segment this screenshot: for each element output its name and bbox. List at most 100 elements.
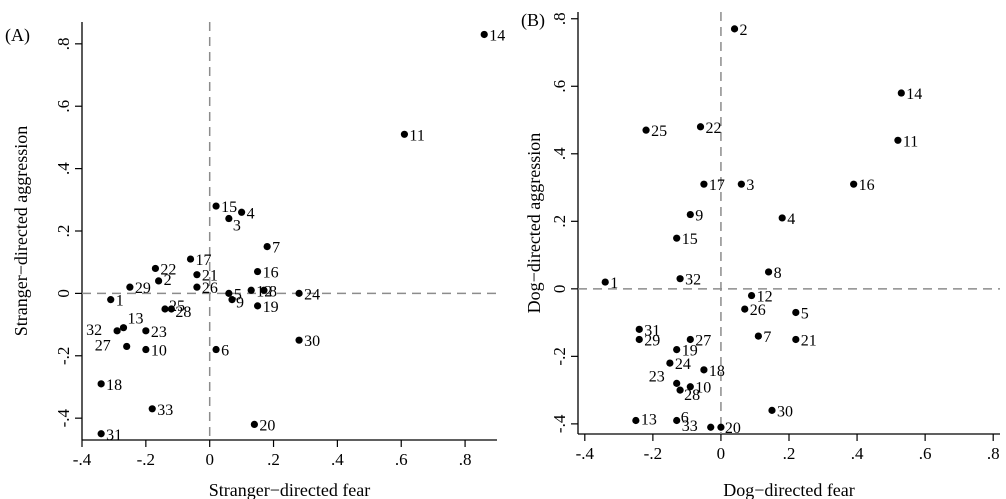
data-point-label-27: 27 bbox=[95, 337, 111, 354]
data-point-28 bbox=[676, 386, 684, 394]
data-point-19 bbox=[673, 346, 681, 354]
data-point-label-28: 28 bbox=[684, 387, 700, 404]
data-point-1 bbox=[601, 278, 609, 286]
data-point-label-21: 21 bbox=[202, 268, 218, 285]
data-point-13 bbox=[632, 416, 640, 425]
data-point-label-16: 16 bbox=[263, 265, 279, 282]
data-point-label-20: 20 bbox=[259, 417, 275, 434]
data-point-label-32: 32 bbox=[685, 272, 701, 289]
data-point-label-22: 22 bbox=[706, 120, 722, 137]
x-axis-title: Dog−directed fear bbox=[723, 480, 855, 499]
data-point-10 bbox=[686, 383, 694, 391]
x-tick-label: -.2 bbox=[137, 450, 155, 469]
data-point-6 bbox=[212, 345, 220, 354]
y-tick-label: -.2 bbox=[550, 347, 569, 365]
y-tick-label: .2 bbox=[550, 215, 569, 228]
data-point-31 bbox=[97, 430, 105, 438]
y-axis-title: Stranger−directed aggression bbox=[11, 126, 31, 337]
data-point-10 bbox=[142, 345, 150, 354]
data-point-label-7: 7 bbox=[763, 329, 771, 346]
x-tick-label: .8 bbox=[459, 450, 472, 469]
data-point-label-14: 14 bbox=[906, 86, 922, 103]
data-point-16 bbox=[850, 180, 858, 188]
data-point-label-11: 11 bbox=[409, 127, 424, 144]
data-point-30 bbox=[768, 406, 776, 414]
y-tick-label: .2 bbox=[54, 225, 73, 238]
data-point-28 bbox=[167, 305, 175, 313]
data-point-5 bbox=[792, 308, 800, 317]
data-point-label-30: 30 bbox=[777, 403, 793, 420]
data-point-18 bbox=[700, 366, 708, 374]
data-point-label-24: 24 bbox=[675, 356, 691, 373]
data-point-label-17: 17 bbox=[709, 177, 725, 194]
data-point-label-2: 2 bbox=[740, 22, 748, 39]
data-point-3 bbox=[737, 180, 745, 188]
data-point-label-9: 9 bbox=[236, 295, 244, 312]
data-point-31 bbox=[635, 325, 643, 333]
data-point-label-15: 15 bbox=[221, 199, 237, 216]
data-point-label-23: 23 bbox=[151, 324, 167, 341]
data-point-label-23: 23 bbox=[649, 368, 665, 385]
x-axis-title: Stranger−directed fear bbox=[209, 480, 371, 499]
data-point-label-31: 31 bbox=[106, 427, 122, 444]
data-point-label-21: 21 bbox=[801, 332, 817, 349]
data-point-label-8: 8 bbox=[269, 283, 277, 300]
data-point-label-29: 29 bbox=[135, 280, 151, 297]
data-point-26 bbox=[741, 305, 749, 313]
data-point-29 bbox=[635, 335, 643, 344]
x-tick-label: -.4 bbox=[576, 444, 595, 463]
data-point-4 bbox=[778, 214, 786, 222]
data-point-32 bbox=[676, 275, 684, 283]
data-point-12 bbox=[747, 291, 756, 300]
data-point-20 bbox=[250, 420, 258, 429]
y-tick-label: 0 bbox=[54, 289, 73, 298]
data-point-label-3: 3 bbox=[233, 218, 241, 235]
data-point-label-29: 29 bbox=[644, 332, 660, 349]
data-point-label-28: 28 bbox=[175, 304, 191, 321]
data-point-label-15: 15 bbox=[682, 231, 698, 248]
x-tick-label: 0 bbox=[717, 444, 726, 463]
data-point-14 bbox=[480, 30, 488, 39]
data-point-24 bbox=[295, 289, 303, 297]
data-point-label-3: 3 bbox=[746, 177, 754, 194]
data-point-22 bbox=[696, 123, 705, 131]
data-point-12 bbox=[247, 286, 255, 294]
data-point-25 bbox=[161, 305, 169, 313]
x-tick-label: 0 bbox=[205, 450, 214, 469]
data-point-22 bbox=[151, 264, 160, 273]
y-tick-label: .6 bbox=[550, 80, 569, 93]
data-point-label-14: 14 bbox=[489, 27, 505, 44]
data-point-32 bbox=[113, 327, 121, 335]
data-point-9 bbox=[686, 210, 694, 219]
data-point-label-19: 19 bbox=[682, 343, 698, 360]
y-tick-label: -.2 bbox=[54, 347, 73, 365]
data-point-18 bbox=[97, 380, 105, 388]
data-point-5 bbox=[225, 289, 233, 297]
data-point-25 bbox=[642, 126, 650, 134]
data-point-7 bbox=[754, 332, 762, 340]
data-point-33 bbox=[148, 405, 156, 413]
panel-label: (B) bbox=[521, 10, 545, 31]
data-point-label-27: 27 bbox=[695, 332, 711, 349]
scatter-panel-a: -.4 -.2 0 .2 .4 .6 .8 -.4 -.2 0 .2 .4 .6 .8 Stranger−d… bbox=[5, 22, 505, 499]
data-point-label-10: 10 bbox=[151, 343, 167, 360]
data-point-11 bbox=[894, 136, 902, 144]
y-tick-label: -.4 bbox=[550, 414, 569, 433]
data-point-label-18: 18 bbox=[106, 377, 122, 394]
x-tick-label: .2 bbox=[783, 444, 796, 463]
data-point-33 bbox=[707, 423, 715, 431]
data-point-21 bbox=[792, 335, 800, 344]
data-point-30 bbox=[295, 336, 303, 344]
data-point-17 bbox=[186, 255, 195, 263]
data-point-2 bbox=[155, 277, 163, 285]
data-point-23 bbox=[673, 379, 681, 387]
data-point-label-18: 18 bbox=[709, 363, 725, 380]
data-point-2 bbox=[730, 25, 739, 33]
data-point-label-25: 25 bbox=[651, 123, 667, 140]
data-point-6 bbox=[673, 416, 681, 425]
data-point-17 bbox=[700, 180, 708, 188]
data-point-1 bbox=[107, 296, 115, 304]
data-point-3 bbox=[225, 214, 233, 223]
data-point-label-6: 6 bbox=[681, 409, 689, 426]
